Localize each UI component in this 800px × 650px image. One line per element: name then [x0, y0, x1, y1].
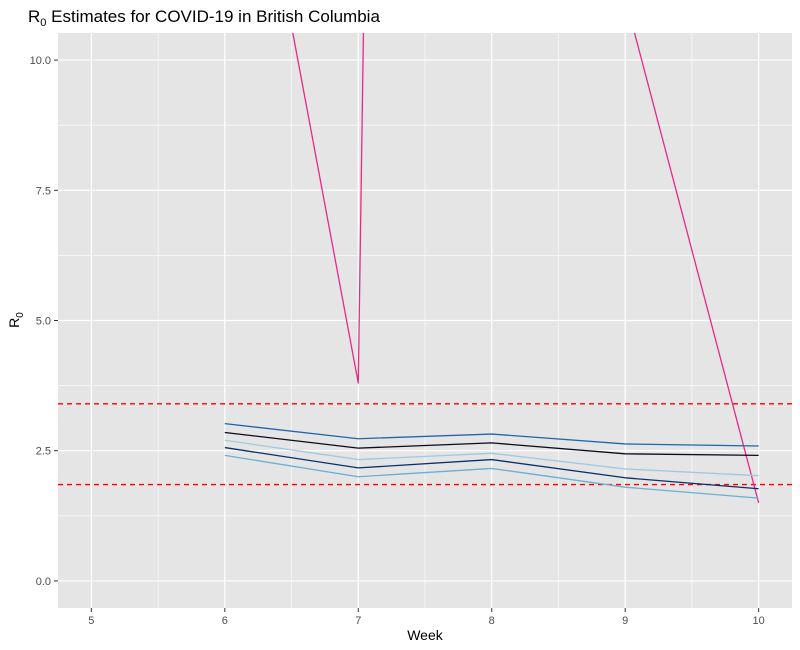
series-line-3: [224, 431, 759, 457]
y-tick-label: 0.0: [36, 576, 51, 588]
x-axis: 5 6 7 8 9 10: [88, 608, 765, 627]
x-tick-label: 8: [489, 615, 495, 627]
chart-title: R0 Estimates for COVID-19 in British Col…: [28, 7, 380, 29]
chart-title-rest: Estimates for COVID-19 in British Columb…: [46, 7, 380, 26]
y-axis-label: R0: [6, 312, 26, 328]
grid-minor: [58, 33, 792, 608]
y-axis: 0.0 2.5 5.0 7.5 10.0: [30, 55, 58, 588]
chart-title-r: R: [28, 7, 40, 26]
y-tick-label: 7.5: [36, 185, 51, 197]
x-tick-label: 9: [622, 615, 628, 627]
series-line-4: [224, 439, 759, 477]
series-line-1: [292, 33, 760, 503]
y-tick-label: 2.5: [36, 446, 51, 458]
y-tick-label: 5.0: [36, 316, 51, 328]
grid-major: [58, 33, 792, 608]
x-tick-label: 6: [222, 615, 228, 627]
x-tick-label: 5: [88, 615, 94, 627]
x-tick-label: 7: [355, 615, 361, 627]
series-line-2: [224, 422, 759, 447]
series-lines: [224, 33, 760, 503]
y-axis-label-subscript: 0: [15, 312, 26, 318]
y-axis-label-r: R: [6, 318, 22, 328]
y-tick-label: 10.0: [30, 55, 51, 67]
x-tick-label: 10: [753, 615, 765, 627]
series-line-6: [224, 454, 759, 499]
x-axis-label: Week: [407, 627, 444, 643]
series-line-5: [224, 446, 759, 490]
chart-title-subscript: 0: [40, 17, 46, 29]
